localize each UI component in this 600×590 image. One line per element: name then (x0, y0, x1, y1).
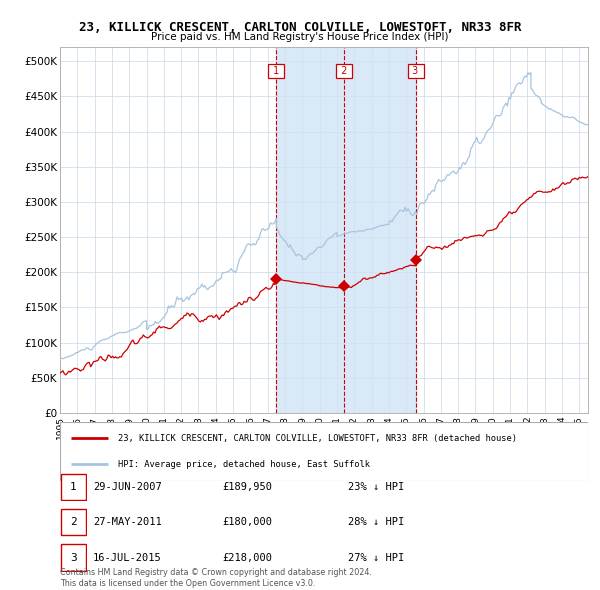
Text: Contains HM Land Registry data © Crown copyright and database right 2024.: Contains HM Land Registry data © Crown c… (60, 568, 372, 577)
Text: 3: 3 (70, 553, 77, 562)
Text: £180,000: £180,000 (222, 517, 272, 527)
Text: £189,950: £189,950 (222, 482, 272, 491)
Text: 23, KILLICK CRESCENT, CARLTON COLVILLE, LOWESTOFT, NR33 8FR (detached house): 23, KILLICK CRESCENT, CARLTON COLVILLE, … (118, 434, 517, 443)
FancyBboxPatch shape (61, 545, 86, 571)
FancyBboxPatch shape (61, 509, 86, 535)
Text: 28% ↓ HPI: 28% ↓ HPI (348, 517, 404, 527)
Text: 29-JUN-2007: 29-JUN-2007 (93, 482, 162, 491)
Text: This data is licensed under the Open Government Licence v3.0.: This data is licensed under the Open Gov… (60, 579, 316, 588)
Text: 16-JUL-2015: 16-JUL-2015 (93, 553, 162, 562)
Text: 1: 1 (70, 482, 77, 491)
FancyBboxPatch shape (60, 422, 588, 481)
Text: Price paid vs. HM Land Registry's House Price Index (HPI): Price paid vs. HM Land Registry's House … (151, 32, 449, 42)
FancyBboxPatch shape (61, 474, 86, 500)
Text: 27-MAY-2011: 27-MAY-2011 (93, 517, 162, 527)
Text: 2: 2 (70, 517, 77, 527)
Text: £218,000: £218,000 (222, 553, 272, 562)
Bar (276, 47, 416, 413)
Text: 1: 1 (270, 66, 283, 76)
Text: HPI: Average price, detached house, East Suffolk: HPI: Average price, detached house, East… (118, 460, 370, 469)
Text: 27% ↓ HPI: 27% ↓ HPI (348, 553, 404, 562)
Text: 23, KILLICK CRESCENT, CARLTON COLVILLE, LOWESTOFT, NR33 8FR: 23, KILLICK CRESCENT, CARLTON COLVILLE, … (79, 21, 521, 34)
Text: 3: 3 (409, 66, 422, 76)
Text: 2: 2 (338, 66, 350, 76)
Text: 23% ↓ HPI: 23% ↓ HPI (348, 482, 404, 491)
